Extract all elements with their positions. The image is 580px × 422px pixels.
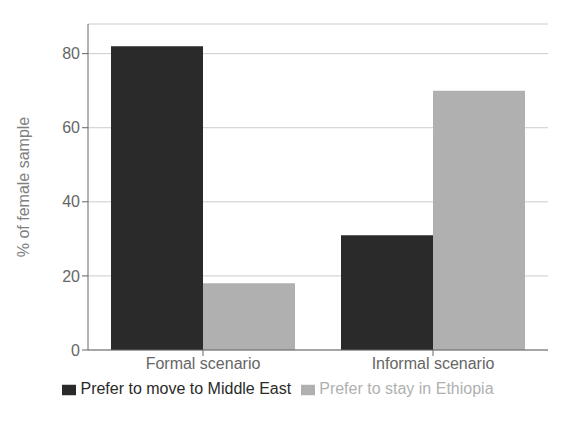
svg-text:20: 20 <box>62 268 80 285</box>
svg-text:% of female sample: % of female sample <box>15 117 32 258</box>
html-text:Prefer to stay in Ethiopia: Prefer to stay in Ethiopia <box>319 380 494 397</box>
svg-text:0: 0 <box>71 342 80 359</box>
svg-text:80: 80 <box>62 45 80 62</box>
html-text:Prefer to move to Middle East: Prefer to move to Middle East <box>80 380 292 397</box>
svg-text:40: 40 <box>62 193 80 210</box>
svg-text:60: 60 <box>62 119 80 136</box>
svg-text:Informal scenario: Informal scenario <box>372 355 495 372</box>
svg-text:Formal scenario: Formal scenario <box>146 355 261 372</box>
